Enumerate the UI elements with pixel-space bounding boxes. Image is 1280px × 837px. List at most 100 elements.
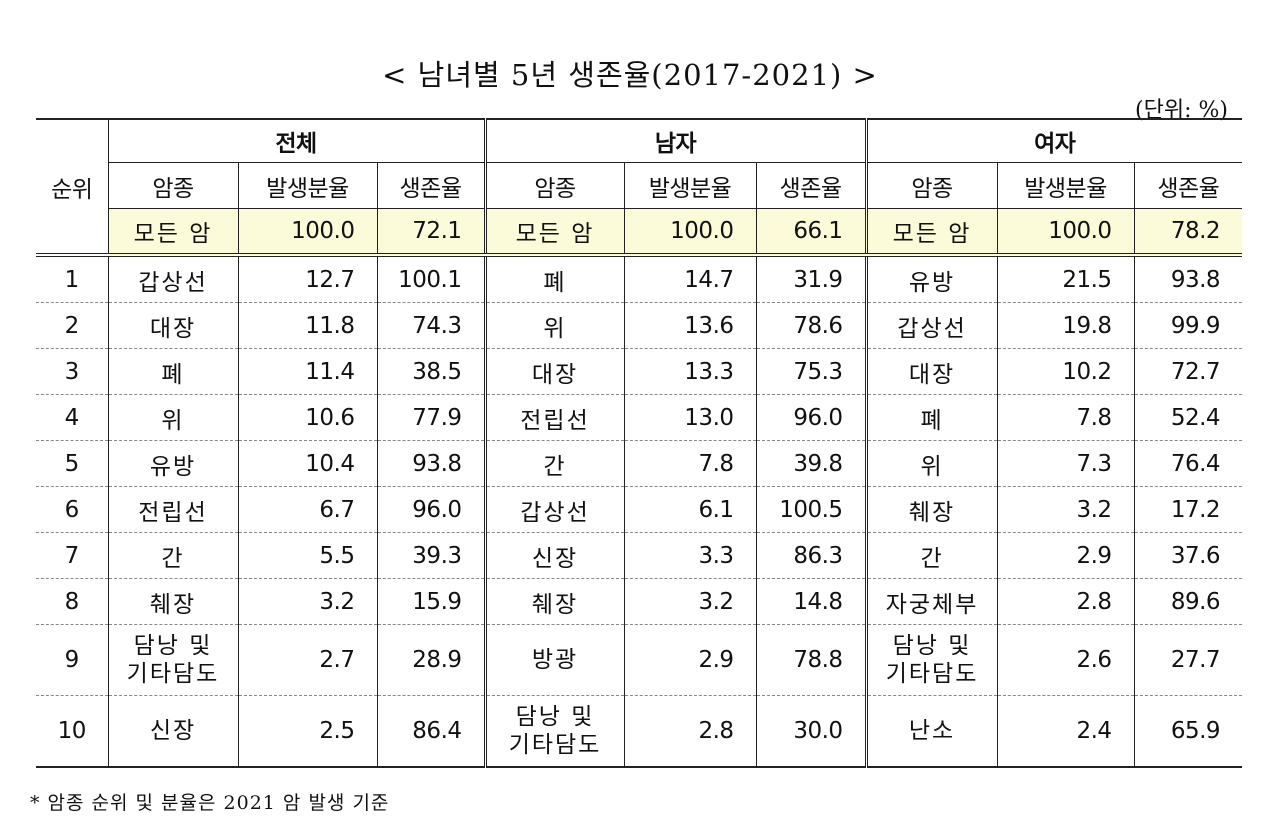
incidence-female: 2.4 <box>997 695 1135 767</box>
incidence-total: 12.7 <box>238 255 378 303</box>
cancer-name-male: 폐 <box>485 255 625 303</box>
col-header-survival: 생존율 <box>756 162 868 209</box>
rank-cell: 9 <box>36 624 109 696</box>
cancer-name-female: 간 <box>866 532 998 579</box>
cancer-name-male: 간 <box>485 440 625 487</box>
survival-male: 78.6 <box>756 302 868 349</box>
table-row: 8 췌장 3.2 15.9 췌장 3.2 14.8 자궁체부 2.8 89.6 <box>36 578 1243 625</box>
survival-male: 100.5 <box>756 486 868 533</box>
rank-cell: 7 <box>36 532 109 579</box>
incidence-female: 2.8 <box>997 578 1135 625</box>
table-row: 2 대장 11.8 74.3 위 13.6 78.6 갑상선 19.8 99.9 <box>36 302 1243 349</box>
cancer-name-total: 전립선 <box>108 486 239 533</box>
cancer-name-male: 신장 <box>485 532 625 579</box>
incidence-female: 10.2 <box>997 348 1135 395</box>
cancer-name-total: 췌장 <box>108 578 239 625</box>
incidence-male: 7.8 <box>624 440 757 487</box>
survival-male: 78.8 <box>756 624 868 696</box>
survival-total: 86.4 <box>377 695 487 767</box>
rank-header: 순위 <box>36 119 109 257</box>
survival-total: 100.1 <box>377 255 487 303</box>
survival-male: 75.3 <box>756 348 868 395</box>
rank-cell: 4 <box>36 394 109 441</box>
cancer-name-male: 위 <box>485 302 625 349</box>
rank-cell: 6 <box>36 486 109 533</box>
cancer-name-female: 갑상선 <box>866 302 998 349</box>
rank-cell: 10 <box>36 695 109 767</box>
cancer-name-male: 방광 <box>485 624 625 696</box>
cancer-name-male: 췌장 <box>485 578 625 625</box>
incidence-female: 2.6 <box>997 624 1135 696</box>
all-cancers-male-incidence: 100.0 <box>624 208 757 257</box>
incidence-male: 13.6 <box>624 302 757 349</box>
incidence-total: 2.5 <box>238 695 378 767</box>
incidence-total: 2.7 <box>238 624 378 696</box>
cancer-name-female: 난소 <box>866 695 998 767</box>
rank-cell: 8 <box>36 578 109 625</box>
rank-cell: 5 <box>36 440 109 487</box>
incidence-total: 10.6 <box>238 394 378 441</box>
cancer-name-male: 갑상선 <box>485 486 625 533</box>
survival-male: 86.3 <box>756 532 868 579</box>
cancer-name-female: 유방 <box>866 255 998 303</box>
table-row: 1 갑상선 12.7 100.1 폐 14.7 31.9 유방 21.5 93.8 <box>36 255 1243 303</box>
col-header-cancer: 암종 <box>108 162 239 209</box>
all-cancers-total-survival: 72.1 <box>377 208 487 257</box>
incidence-male: 2.9 <box>624 624 757 696</box>
survival-total: 77.9 <box>377 394 487 441</box>
incidence-male: 3.3 <box>624 532 757 579</box>
col-header-survival: 생존율 <box>377 162 487 209</box>
all-cancers-total-incidence: 100.0 <box>238 208 378 257</box>
survival-total: 74.3 <box>377 302 487 349</box>
incidence-female: 2.9 <box>997 532 1135 579</box>
survival-male: 39.8 <box>756 440 868 487</box>
rank-cell: 1 <box>36 255 109 303</box>
survival-female: 17.2 <box>1134 486 1243 533</box>
survival-female: 93.8 <box>1134 255 1243 303</box>
col-header-incidence: 발생분율 <box>238 162 378 209</box>
table-row: 7 간 5.5 39.3 신장 3.3 86.3 간 2.9 37.6 <box>36 532 1243 579</box>
incidence-total: 3.2 <box>238 578 378 625</box>
all-cancers-male-name: 모든 암 <box>485 208 625 257</box>
survival-female: 37.6 <box>1134 532 1243 579</box>
col-header-cancer: 암종 <box>485 162 625 209</box>
group-header-male: 남자 <box>485 119 868 163</box>
survival-total: 93.8 <box>377 440 487 487</box>
incidence-total: 10.4 <box>238 440 378 487</box>
page-title: < 남녀별 5년 생존율(2017-2021) > <box>382 58 878 92</box>
col-header-cancer: 암종 <box>866 162 998 209</box>
incidence-male: 13.3 <box>624 348 757 395</box>
incidence-total: 11.8 <box>238 302 378 349</box>
cancer-name-total: 갑상선 <box>108 255 239 303</box>
incidence-total: 11.4 <box>238 348 378 395</box>
incidence-male: 13.0 <box>624 394 757 441</box>
incidence-male: 14.7 <box>624 255 757 303</box>
rank-cell: 3 <box>36 348 109 395</box>
survival-total: 28.9 <box>377 624 487 696</box>
survival-female: 89.6 <box>1134 578 1243 625</box>
incidence-total: 6.7 <box>238 486 378 533</box>
all-cancers-male-survival: 66.1 <box>756 208 868 257</box>
cancer-name-male: 대장 <box>485 348 625 395</box>
survival-male: 14.8 <box>756 578 868 625</box>
cancer-name-female: 췌장 <box>866 486 998 533</box>
table-row: 6 전립선 6.7 96.0 갑상선 6.1 100.5 췌장 3.2 17.2 <box>36 486 1243 533</box>
survival-male: 96.0 <box>756 394 868 441</box>
all-cancers-female-name: 모든 암 <box>866 208 998 257</box>
survival-female: 65.9 <box>1170 718 1221 744</box>
cancer-name-male: 담낭 및 기타담도 <box>485 695 625 767</box>
table-body: 1 갑상선 12.7 100.1 폐 14.7 31.9 유방 21.5 93.8 2 대장 11.8 7… <box>36 255 1243 767</box>
table-row: 4 위 10.6 77.9 전립선 13.0 96.0 폐 7.8 52.4 <box>36 394 1243 441</box>
incidence-female: 19.8 <box>997 302 1135 349</box>
col-header-incidence: 발생분율 <box>624 162 757 209</box>
survival-female: 72.7 <box>1134 348 1243 395</box>
cancer-name-total: 폐 <box>108 348 239 395</box>
survival-total: 15.9 <box>377 578 487 625</box>
table-row: 9 담낭 및 기타담도 2.7 28.9 방광 2.9 78.8 담낭 및 기타담도 2.6 27.7 <box>36 624 1243 696</box>
all-cancers-female-incidence: 100.0 <box>997 208 1135 257</box>
cancer-name-total: 유방 <box>108 440 239 487</box>
incidence-male: 6.1 <box>624 486 757 533</box>
incidence-female: 3.2 <box>997 486 1135 533</box>
survival-total: 39.3 <box>377 532 487 579</box>
cancer-name-female: 담낭 및 기타담도 <box>866 624 998 696</box>
